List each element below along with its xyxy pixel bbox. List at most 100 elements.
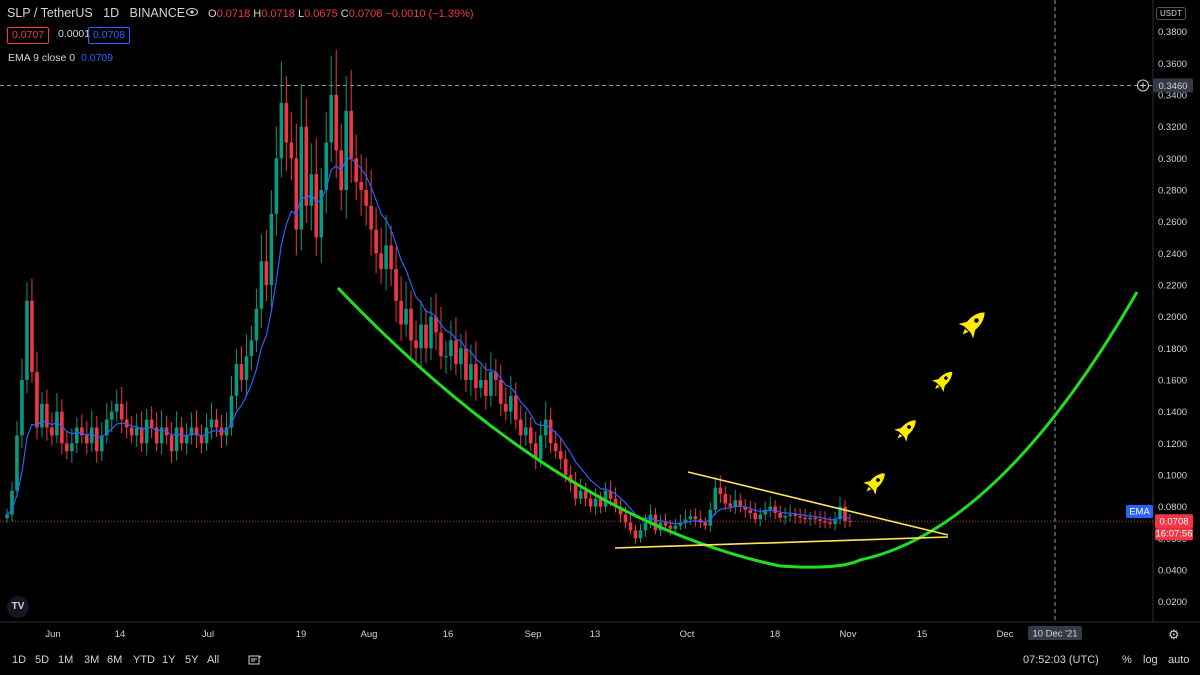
timeframe-3m[interactable]: 3M — [84, 654, 100, 666]
candle-body — [673, 525, 678, 529]
symbol-title[interactable]: SLP / TetherUS 1D BINANCE — [7, 6, 185, 20]
exchange-label: BINANCE — [129, 6, 186, 20]
candle-body — [429, 316, 433, 349]
candle-body — [618, 506, 623, 515]
plus-circle-icon — [1137, 79, 1149, 92]
gear-icon[interactable]: ⚙ — [1168, 627, 1180, 642]
candle-body — [254, 308, 259, 341]
candle-body — [389, 245, 393, 270]
timeframe-1m[interactable]: 1M — [58, 654, 74, 666]
candle-body — [499, 379, 503, 404]
y-tick-label: 0.3600 — [1158, 59, 1187, 70]
candle-body — [194, 427, 199, 436]
timeframe-1d[interactable]: 1D — [12, 654, 27, 666]
candle-body — [538, 435, 543, 460]
x-tick-label: 16 — [443, 629, 454, 640]
candle-body — [284, 102, 289, 143]
candle-body — [558, 451, 563, 460]
candle-body — [129, 427, 134, 436]
candle-body — [10, 490, 14, 515]
timeframe-ytd[interactable]: YTD — [133, 654, 155, 666]
timeframe-all[interactable]: All — [207, 654, 220, 666]
timeframe-1y[interactable]: 1Y — [162, 654, 176, 666]
timeframe-5d[interactable]: 5D — [35, 654, 50, 666]
candle-body — [209, 419, 214, 428]
symbol-name[interactable]: SLP / TetherUS — [7, 6, 93, 20]
candle-body — [20, 379, 24, 436]
candle-body — [623, 514, 628, 523]
timeframe-5y[interactable]: 5Y — [185, 654, 199, 666]
candle-body — [823, 520, 827, 523]
candle-body — [803, 517, 807, 520]
candle-body — [65, 443, 69, 452]
candle-body — [678, 522, 683, 526]
candle-body — [833, 519, 837, 525]
price-chart[interactable]: 0.02000.04000.06000.08000.10000.12000.14… — [0, 0, 1200, 645]
candle-body — [149, 419, 154, 428]
candle-body — [224, 427, 229, 436]
y-tick-label: 0.0400 — [1158, 565, 1187, 576]
candle-body — [444, 356, 448, 358]
candle-body — [55, 411, 59, 436]
compare-icon[interactable] — [248, 654, 262, 669]
high-value: 0.0718 — [261, 8, 295, 20]
descending-trendline — [687, 471, 949, 536]
y-tick-label: 0.2800 — [1158, 185, 1187, 196]
candle-body — [573, 482, 578, 499]
candle-body — [838, 506, 842, 520]
candle-body — [40, 403, 44, 428]
candle-body — [189, 427, 194, 436]
currency-button[interactable]: USDT — [1156, 7, 1186, 20]
candle-body — [349, 110, 353, 159]
y-tick-label: 0.0200 — [1158, 597, 1187, 608]
open-value: 0.0718 — [216, 8, 251, 20]
candle-body — [154, 427, 159, 444]
y-tick-label: 0.2200 — [1158, 280, 1187, 291]
candle-body — [743, 506, 748, 510]
x-tick-label: Aug — [361, 629, 378, 640]
candle-body — [94, 427, 99, 452]
log-toggle[interactable]: log — [1143, 654, 1158, 666]
candle-body — [294, 158, 299, 230]
eye-icon[interactable] — [186, 8, 198, 16]
candle-body — [518, 419, 523, 436]
utc-clock[interactable]: 07:52:03 (UTC) — [1023, 654, 1099, 666]
y-tick-label: 0.2400 — [1158, 249, 1187, 260]
candle-body — [748, 509, 753, 513]
candle-body — [828, 522, 832, 525]
close-value: 0.0708 — [348, 8, 383, 20]
interval-label[interactable]: 1D — [103, 6, 120, 20]
candle-body — [269, 213, 274, 285]
ema-legend[interactable]: EMA 9 close 0 0.0709 — [8, 52, 113, 64]
timeframe-6m[interactable]: 6M — [107, 654, 123, 666]
candle-body — [513, 395, 518, 420]
candle-body — [60, 411, 64, 444]
candle-body — [479, 379, 483, 388]
ohlc-legend: O0.0718 H0.0718 L0.0675 C0.0708 −0.0010 … — [208, 8, 474, 20]
candle-body — [214, 419, 219, 428]
auto-toggle[interactable]: auto — [1168, 654, 1190, 666]
candle-body — [184, 435, 189, 444]
rocket-icon — [894, 420, 916, 442]
x-tick-label: 14 — [115, 629, 126, 640]
candle-body — [394, 269, 398, 301]
ask-price-box[interactable]: 0.0708 — [88, 27, 131, 44]
candle-body — [464, 348, 468, 380]
candle-body — [553, 443, 558, 452]
candle-body — [139, 427, 144, 444]
candle-body — [409, 308, 413, 341]
percent-toggle[interactable]: % — [1122, 654, 1132, 666]
candle-body — [239, 364, 244, 380]
candle-body — [723, 493, 728, 504]
candle-body — [808, 517, 812, 520]
x-tick-label: Jul — [202, 629, 214, 640]
candle-body — [134, 427, 139, 436]
y-tick-label: 0.2600 — [1158, 217, 1187, 228]
candle-body — [638, 530, 643, 539]
x-tick-label: Jun — [45, 629, 60, 640]
candle-body — [683, 519, 688, 523]
candle-body — [449, 340, 453, 357]
bid-price-box[interactable]: 0.0707 — [7, 27, 50, 44]
candle-body — [174, 427, 179, 452]
candle-body — [653, 514, 658, 531]
